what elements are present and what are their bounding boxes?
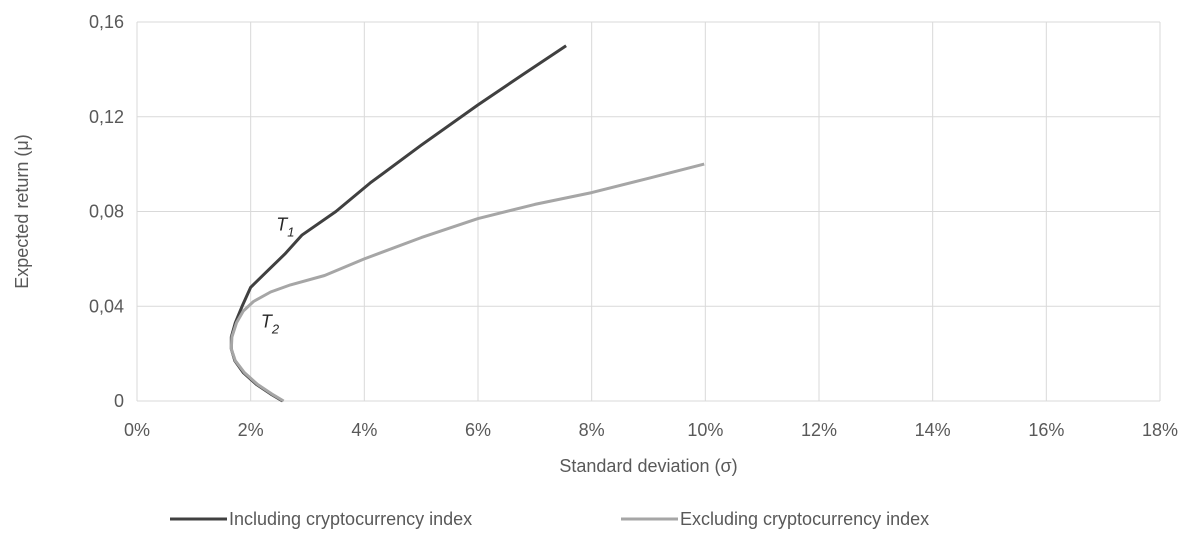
legend-label-2: Excluding cryptocurrency index <box>680 509 929 529</box>
y-tick-label: 0,04 <box>89 296 124 316</box>
x-tick-label: 18% <box>1142 420 1178 440</box>
x-tick-label: 16% <box>1028 420 1064 440</box>
x-tick-label: 0% <box>124 420 150 440</box>
annotation-layer: T1 T2 <box>261 214 295 336</box>
legend-label-1: Including cryptocurrency index <box>229 509 472 529</box>
annotation-label-2: T2 <box>261 312 280 337</box>
y-tick-label: 0,12 <box>89 107 124 127</box>
x-axis-title: Standard deviation (σ) <box>559 456 737 476</box>
x-tick-label: 6% <box>465 420 491 440</box>
x-tick-label: 2% <box>238 420 264 440</box>
axis-layer: 0% 2% 4% 6% 8% 10% 12% 14% 16% 18% 0 0,04 0,08 0,12 0,… <box>89 12 1178 440</box>
legend: Including cryptocurrency index Excluding … <box>170 509 929 529</box>
series-line-2 <box>229 162 705 403</box>
y-tick-label: 0 <box>114 391 124 411</box>
y-axis-title: Expected return (μ) <box>12 134 32 288</box>
annotation-label-1: T1 <box>276 214 294 239</box>
x-tick-label: 14% <box>915 420 951 440</box>
y-tick-label: 0,08 <box>89 202 124 222</box>
x-tick-label: 4% <box>351 420 377 440</box>
x-tick-label: 12% <box>801 420 837 440</box>
series-layer <box>229 44 705 403</box>
grid-layer <box>136 21 1161 402</box>
x-tick-label: 8% <box>579 420 605 440</box>
x-tick-label: 10% <box>687 420 723 440</box>
y-tick-label: 0,16 <box>89 12 124 32</box>
